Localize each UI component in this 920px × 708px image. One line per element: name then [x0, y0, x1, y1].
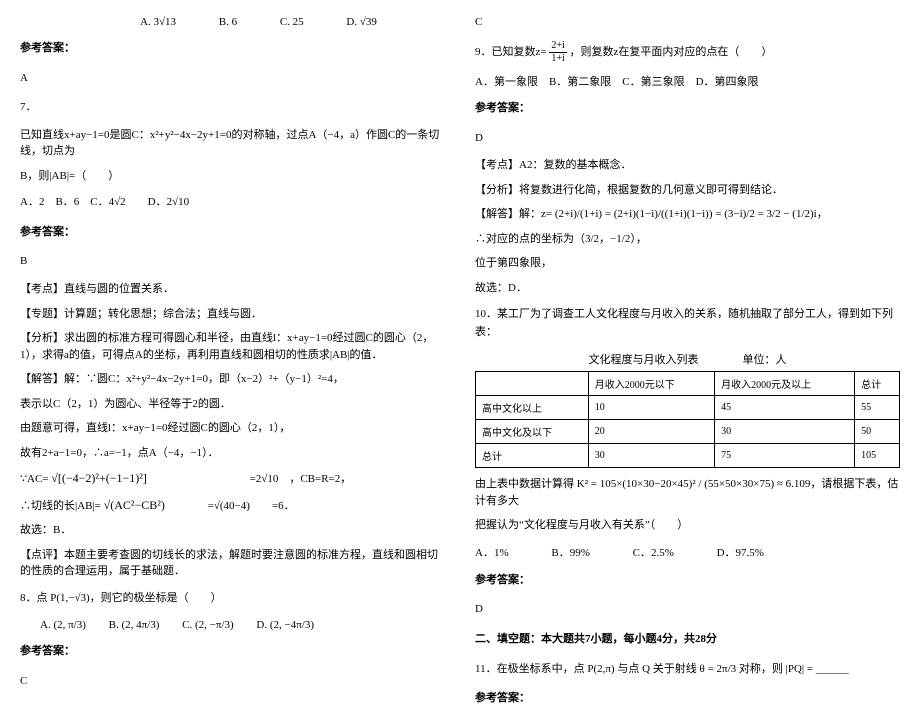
q7-jieda-6: ∴切线的长|AB|= √(AC²−CB²) =√(40−4) =6．	[20, 496, 445, 515]
q11-answer-label: 参考答案：	[475, 690, 900, 708]
cell: 高中文化及以下	[476, 420, 589, 444]
q10-calc-1: 由上表中数据计算得 K² = 105×(10×30−20×45)² / (55×…	[475, 476, 900, 509]
q7-jd6-a: ∴切线的长|AB|=	[20, 500, 101, 512]
q10-calc-2: 把握认为“文化程度与月收入有关系”（ ）	[475, 517, 900, 534]
q9-jieda-3: 位于第四象限，	[475, 255, 900, 272]
q7-stem-1: 已知直线x+ay−1=0是圆C：x²+y²−4x−2y+1=0的对称轴，过点A（…	[20, 127, 445, 160]
q8-opt-a: A. (2, π/3)	[40, 619, 86, 631]
table-header-row: 月收入2000元以下 月收入2000元及以上 总计	[476, 372, 900, 396]
q8-options: A. (2, π/3) B. (2, 4π/3) C. (2, −π/3) D.…	[20, 619, 445, 631]
q9-answer-label: 参考答案：	[475, 100, 900, 118]
q9-frac: 2+i 1+i	[549, 41, 566, 64]
q9-jieda-1: 【解答】解：z= (2+i)/(1+i) = (2+i)(1−i)/((1+i)…	[475, 206, 900, 223]
cell: 55	[855, 396, 900, 420]
q9-frac-num: 2+i	[549, 41, 566, 53]
section-2-title: 二、填空题：本大题共7小题，每小题4分，共28分	[475, 631, 900, 649]
cell: 50	[855, 420, 900, 444]
q9-jieda-2: ∴对应的点的坐标为（3/2，−1/2），	[475, 231, 900, 248]
q11-theta: θ = 2π/3	[700, 663, 737, 675]
q7-fenxi: 【分析】求出圆的标准方程可得圆心和半径，由直线l：x+ay−1=0经过圆C的圆心…	[20, 330, 445, 363]
q10-opt-a: A．1%	[475, 544, 509, 560]
q9-answer: D	[475, 130, 900, 148]
th-total: 总计	[855, 372, 900, 396]
q7-answer-label: 参考答案：	[20, 224, 445, 242]
left-column: A. 3√13 B. 6 C. 25 D. √39 参考答案： A 7． 已知直…	[20, 10, 445, 641]
table-row: 高中文化及以下 20 30 50	[476, 420, 900, 444]
q7-jieda-3: 由题意可得，直线l：x+ay−1=0经过圆C的圆心（2，1），	[20, 420, 445, 437]
q7-jd5-a: ∵AC=	[20, 473, 48, 485]
q10-options: A．1% B．99% C．2.5% D．97.5%	[475, 544, 900, 560]
q11-stem-b: 对称，则 |PQ| = ______	[739, 663, 849, 675]
q7-zhuanti: 【专题】计算题；转化思想；综合法；直线与圆．	[20, 306, 445, 323]
q10-answer-label: 参考答案：	[475, 572, 900, 590]
q7-jd5-c: =2√10 ，CB=R=2，	[250, 473, 352, 485]
q7-jd6-b: √(AC²−CB²)	[104, 498, 165, 512]
table-row: 高中文化以上 10 45 55	[476, 396, 900, 420]
q6-answer-label: 参考答案：	[20, 40, 445, 58]
q9-kaodian: 【考点】A2：复数的基本概念．	[475, 157, 900, 174]
page-root: A. 3√13 B. 6 C. 25 D. √39 参考答案： A 7． 已知直…	[0, 0, 920, 651]
q8-stem: 8．点 P(1,−√3)，则它的极坐标是（ ）	[20, 590, 445, 608]
q9-fenxi: 【分析】将复数进行化简，根据复数的几何意义即可得到结论．	[475, 182, 900, 199]
q11-stem: 11．在极坐标系中，点 P(2,π) 与点 Q 关于射线 θ = 2π/3 对称…	[475, 661, 900, 679]
q9-jieda-4: 故选：D．	[475, 280, 900, 297]
cell: 75	[715, 444, 855, 468]
q7-answer: B	[20, 253, 445, 271]
q6-answer: A	[20, 70, 445, 88]
q7-jd6-c: =√(40−4) =6．	[208, 500, 295, 512]
th-low: 月收入2000元以下	[588, 372, 714, 396]
q8-opt-c: C. (2, −π/3)	[182, 619, 233, 631]
q7-jieda-7: 故选：B．	[20, 522, 445, 539]
q7-dianping: 【点评】本题主要考查圆的切线长的求法，解题时要注意圆的标准方程，直线和圆相切的性…	[20, 547, 445, 580]
q8-opt-b: B. (2, 4π/3)	[109, 619, 160, 631]
q7-kaodian: 【考点】直线与圆的位置关系．	[20, 281, 445, 298]
q8-opt-d: D. (2, −4π/3)	[256, 619, 314, 631]
q9-frac-den: 1+i	[549, 53, 566, 64]
q6-opt-b: B. 6	[219, 16, 237, 28]
q6-opt-d: D. √39	[346, 16, 376, 28]
q10-opt-c: C．2.5%	[633, 544, 674, 560]
q9-stem-post: ，则复数z在复平面内对应的点在（ ）	[570, 46, 773, 58]
q9-stem: 9．已知复数z= 2+i 1+i ，则复数z在复平面内对应的点在（ ）	[475, 41, 900, 64]
q7-jieda-4: 故有2+a−1=0，∴a=−1，点A（−4，−1）．	[20, 445, 445, 462]
cell: 20	[588, 420, 714, 444]
q10-table: 月收入2000元以下 月收入2000元及以上 总计 高中文化以上 10 45 5…	[475, 371, 900, 468]
q6-opt-c: C. 25	[280, 16, 304, 28]
cell: 10	[588, 396, 714, 420]
cell: 高中文化以上	[476, 396, 589, 420]
cell: 45	[715, 396, 855, 420]
cell: 30	[715, 420, 855, 444]
q7-jieda-1: 【解答】解：∵圆C：x²+y²−4x−2y+1=0，即（x−2）²+（y−1）²…	[20, 371, 445, 388]
q9-stem-pre: 9．已知复数z=	[475, 46, 547, 58]
q6-opt-a: A. 3√13	[140, 16, 176, 28]
right-column: C 9．已知复数z= 2+i 1+i ，则复数z在复平面内对应的点在（ ） A．…	[475, 10, 900, 641]
cell: 总计	[476, 444, 589, 468]
q7-number: 7．	[20, 99, 445, 117]
q8-answer-label: 参考答案：	[20, 643, 445, 661]
q6-options: A. 3√13 B. 6 C. 25 D. √39	[20, 16, 445, 28]
q10-opt-d: D．97.5%	[717, 544, 764, 560]
q10-stem: 10．某工厂为了调查工人文化程度与月收入的关系，随机抽取了部分工人，得到如下列表…	[475, 306, 900, 341]
q8-answer-carry: C	[475, 14, 900, 31]
q9-options: A．第一象限 B．第二象限 C．第三象限 D．第四象限	[475, 74, 900, 91]
cell: 105	[855, 444, 900, 468]
q10-answer: D	[475, 601, 900, 619]
q8-answer: C	[20, 673, 445, 691]
q7-stem-2: B，则|AB|=（ ）	[20, 168, 445, 185]
q7-jieda-5: ∵AC= √[(−4−2)²+(−1−1)²] =2√10 ，CB=R=2，	[20, 469, 445, 488]
th-high: 月收入2000元及以上	[715, 372, 855, 396]
q7-options: A．2 B．6 C．4√2 D．2√10	[20, 194, 445, 212]
q10-opt-b: B．99%	[551, 544, 590, 560]
table-row: 总计 30 75 105	[476, 444, 900, 468]
cell: 30	[588, 444, 714, 468]
q7-jd5-b: √[(−4−2)²+(−1−1)²]	[51, 471, 147, 485]
q11-stem-a: 11．在极坐标系中，点 P(2,π) 与点 Q 关于射线	[475, 663, 700, 675]
q10-table-title: 文化程度与月收入列表 单位：人	[475, 351, 900, 367]
th-blank	[476, 372, 589, 396]
q7-jieda-2: 表示以C（2，1）为圆心、半径等于2的圆．	[20, 396, 445, 413]
